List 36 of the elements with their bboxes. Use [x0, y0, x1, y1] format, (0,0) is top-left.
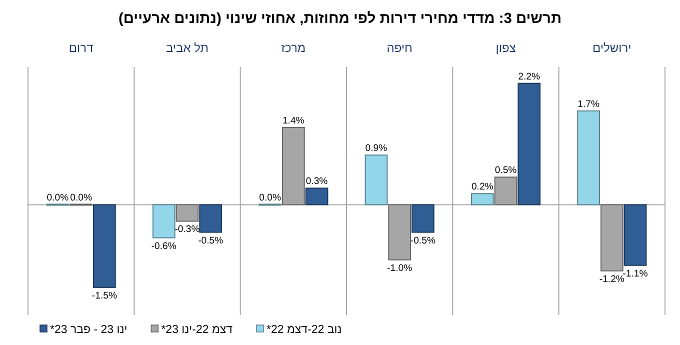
data-label: -1.1% [622, 268, 648, 280]
data-label: 1.4% [282, 115, 305, 126]
bar [199, 204, 222, 233]
bar [93, 204, 116, 288]
x-tick-label: ירושלים [592, 41, 632, 55]
bar [518, 82, 541, 206]
data-label: 0.3% [306, 176, 328, 188]
legend-label: דצמ 22-ינו 23* [161, 324, 234, 336]
data-label: 0.9% [365, 143, 388, 154]
x-tick-label: חיפה [386, 41, 412, 55]
data-label: -0.6% [151, 240, 177, 252]
chart-title: תרשים 3: מדדי מחירי דירות לפי מחוזות, אחוזי שינוי (נתונים ארעיים) [118, 11, 562, 27]
bar [364, 154, 388, 206]
x-tick-label: דרום [68, 41, 94, 55]
data-label: 2.2% [518, 71, 541, 82]
x-tick-label: מרכז [281, 41, 306, 55]
bar [152, 204, 176, 238]
data-label: 0.0% [46, 192, 70, 204]
data-label: 1.7% [578, 98, 600, 110]
bar [577, 110, 600, 206]
x-tick-label: תל אביב [166, 41, 209, 55]
x-tick-label: צפון [496, 41, 516, 55]
data-label: 0.0% [70, 192, 92, 204]
bar [624, 204, 647, 266]
data-label: 0.5% [494, 165, 518, 176]
bar [305, 188, 328, 206]
data-label: 0.0% [259, 192, 282, 204]
data-label: -0.5% [198, 235, 224, 246]
legend-label: ינו 23 - פבר 23* [50, 324, 128, 336]
data-label: -1.5% [92, 290, 118, 302]
bar [470, 193, 494, 206]
data-label: -1.2% [599, 274, 625, 285]
legend-label: נוב 22-דצמ 22* [266, 324, 342, 336]
bar [412, 204, 434, 233]
data-label: 0.2% [471, 182, 494, 193]
data-label: -1.0% [387, 262, 413, 274]
